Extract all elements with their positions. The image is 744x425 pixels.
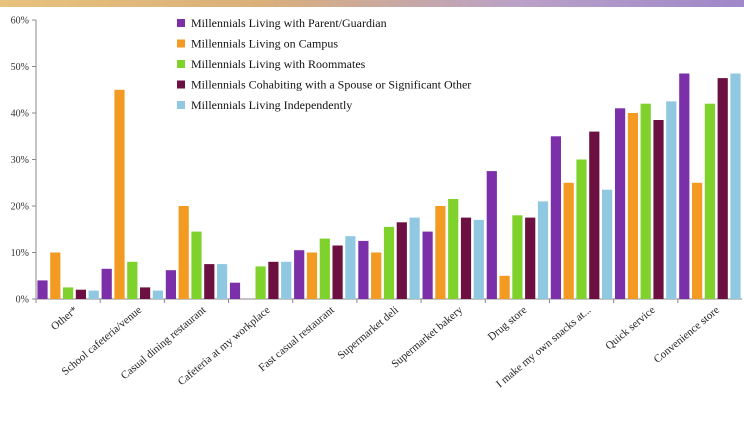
bar xyxy=(306,252,318,299)
bar xyxy=(345,236,356,299)
bar xyxy=(499,275,510,300)
bar xyxy=(37,280,48,299)
legend-swatch xyxy=(177,60,185,68)
legend-swatch xyxy=(177,39,185,48)
bar xyxy=(371,252,382,299)
bar xyxy=(563,182,574,300)
bar xyxy=(486,171,497,299)
chart-legend: Millennials Living with Parent/Guardian M… xyxy=(177,16,471,112)
bar xyxy=(627,113,638,299)
x-tick-label: Supermarket deli xyxy=(335,304,401,362)
bar xyxy=(550,136,561,300)
x-tick-label: Convenience store xyxy=(652,304,722,366)
bar xyxy=(512,215,523,299)
bar xyxy=(448,199,459,299)
bar xyxy=(525,217,536,299)
bar xyxy=(358,240,369,299)
y-tick-label: 40% xyxy=(11,109,29,120)
legend-swatch xyxy=(177,101,185,109)
x-tick-label: Drug store xyxy=(486,304,530,343)
bar xyxy=(229,282,241,299)
bar xyxy=(679,73,690,299)
bar xyxy=(191,231,202,299)
legend-label: Millennials Living on Campus xyxy=(191,37,338,51)
x-tick-label: Supermarket bakery xyxy=(389,304,465,371)
y-tick-labels: 0% 10% 20% 30% 40% 50% 60% xyxy=(11,16,29,306)
bar xyxy=(332,245,343,299)
bar xyxy=(281,261,292,299)
bar xyxy=(589,131,600,299)
bar xyxy=(717,78,728,299)
bar xyxy=(653,120,664,299)
bar xyxy=(460,217,472,299)
bar xyxy=(294,250,305,299)
legend-swatch xyxy=(177,19,185,27)
bar xyxy=(537,201,549,299)
bar xyxy=(602,189,613,299)
bar xyxy=(101,268,112,299)
y-tick-label: 10% xyxy=(11,248,29,259)
bar xyxy=(63,287,74,299)
bar xyxy=(396,222,407,299)
bar xyxy=(204,264,215,299)
bar xyxy=(383,226,395,299)
legend-label: Millennials Living with Parent/Guardian xyxy=(191,16,387,30)
bar xyxy=(666,101,677,300)
y-tick-label: 0% xyxy=(16,295,29,306)
bar xyxy=(127,261,138,299)
bar xyxy=(730,73,741,299)
bar xyxy=(319,238,330,299)
bar xyxy=(178,206,189,299)
legend-label: Millennials Cohabiting with a Spouse or … xyxy=(191,78,471,92)
legend-label: Millennials Living Independently xyxy=(191,98,352,112)
bar xyxy=(576,159,587,299)
bar xyxy=(268,261,279,299)
bar xyxy=(704,103,715,299)
bar xyxy=(409,217,420,299)
y-tick-label: 20% xyxy=(11,202,29,213)
top-decorative-band xyxy=(0,0,744,7)
bar xyxy=(640,103,651,299)
chart-bars xyxy=(37,73,741,300)
y-tick-label: 30% xyxy=(11,155,29,166)
bar xyxy=(615,108,626,299)
bar xyxy=(217,264,228,299)
x-tick-label: Quick service xyxy=(603,304,657,352)
y-tick-label: 50% xyxy=(11,62,29,73)
bar xyxy=(88,290,99,299)
bar xyxy=(114,89,125,300)
bar xyxy=(473,219,484,299)
bar xyxy=(140,287,151,299)
legend-label: Millennials Living with Roommates xyxy=(191,57,366,71)
bar xyxy=(165,270,176,299)
bar xyxy=(75,289,86,299)
bar xyxy=(255,266,266,299)
bar xyxy=(50,252,61,299)
y-tick-label: 60% xyxy=(11,16,29,27)
bar xyxy=(422,231,433,299)
legend-swatch xyxy=(177,80,185,89)
bar xyxy=(152,290,163,299)
bar xyxy=(435,206,446,299)
x-tick-label: Other* xyxy=(49,304,80,333)
bar xyxy=(692,182,703,300)
